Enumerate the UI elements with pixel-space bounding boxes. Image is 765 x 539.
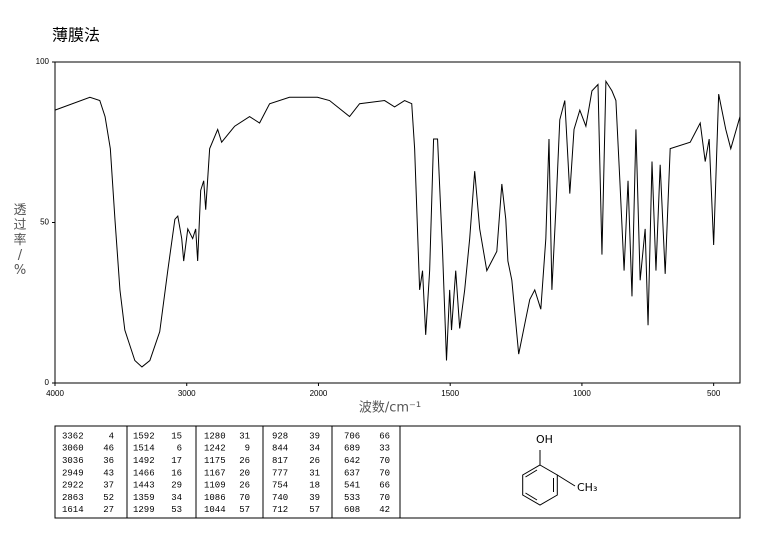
peak-transmittance: 9 [245, 444, 250, 454]
substituent-label: CH₃ [577, 481, 597, 494]
peak-transmittance: 26 [239, 456, 250, 466]
peak-transmittance: 70 [379, 493, 390, 503]
peak-wavenumber: 712 [272, 505, 288, 515]
peak-transmittance: 18 [309, 481, 320, 491]
benzene-ring [522, 450, 576, 506]
peak-wavenumber: 817 [272, 456, 288, 466]
peak-wavenumber: 1614 [62, 505, 84, 515]
peak-wavenumber: 1592 [133, 431, 155, 441]
x-axis-label: 波数/cm⁻¹ [359, 401, 421, 416]
peak-wavenumber: 1086 [204, 493, 226, 503]
peak-wavenumber: 541 [344, 481, 360, 491]
peak-wavenumber: 844 [272, 444, 288, 454]
peak-wavenumber: 777 [272, 468, 288, 478]
peak-wavenumber: 608 [344, 505, 360, 515]
page-title: 薄膜法 [52, 26, 100, 45]
peak-wavenumber: 1175 [204, 456, 226, 466]
peak-wavenumber: 1466 [133, 468, 155, 478]
peak-transmittance: 66 [379, 431, 390, 441]
peak-transmittance: 34 [309, 444, 320, 454]
peak-transmittance: 20 [239, 468, 250, 478]
peak-transmittance: 16 [171, 468, 182, 478]
peak-transmittance: 17 [171, 456, 182, 466]
peak-transmittance: 70 [379, 456, 390, 466]
peak-wavenumber: 754 [272, 481, 288, 491]
peak-wavenumber: 1443 [133, 481, 155, 491]
peak-wavenumber: 533 [344, 493, 360, 503]
peak-wavenumber: 2949 [62, 468, 84, 478]
x-tick-label: 2000 [310, 389, 328, 398]
peak-transmittance: 39 [309, 493, 320, 503]
peak-wavenumber: 1109 [204, 481, 226, 491]
peak-transmittance: 57 [239, 505, 250, 515]
peak-transmittance: 34 [171, 493, 182, 503]
peak-transmittance: 31 [309, 468, 320, 478]
peak-transmittance: 53 [171, 505, 182, 515]
x-tick-label: 1000 [573, 389, 591, 398]
plot-frame [54, 61, 741, 384]
peak-transmittance: 57 [309, 505, 320, 515]
y-tick-label: 50 [40, 218, 49, 227]
peak-transmittance: 70 [379, 468, 390, 478]
peak-wavenumber: 1167 [204, 468, 226, 478]
peak-wavenumber: 1242 [204, 444, 226, 454]
peak-transmittance: 37 [103, 481, 114, 491]
peak-transmittance: 39 [309, 431, 320, 441]
peak-transmittance: 15 [171, 431, 182, 441]
peak-transmittance: 42 [379, 505, 390, 515]
peak-wavenumber: 740 [272, 493, 288, 503]
y-tick-label: 0 [45, 378, 50, 387]
peak-wavenumber: 1514 [133, 444, 155, 454]
peak-transmittance: 70 [239, 493, 250, 503]
peak-wavenumber: 1280 [204, 431, 226, 441]
y-tick-label: 100 [36, 57, 50, 66]
peak-transmittance: 33 [379, 444, 390, 454]
peak-wavenumber: 3362 [62, 431, 84, 441]
x-tick-label: 4000 [46, 389, 64, 398]
peak-transmittance: 46 [103, 444, 114, 454]
peak-wavenumber: 642 [344, 456, 360, 466]
peak-wavenumber: 928 [272, 431, 288, 441]
peak-transmittance: 26 [239, 481, 250, 491]
peak-wavenumber: 689 [344, 444, 360, 454]
peak-wavenumber: 1359 [133, 493, 155, 503]
peak-wavenumber: 706 [344, 431, 360, 441]
peak-transmittance: 52 [103, 493, 114, 503]
peak-wavenumber: 2922 [62, 481, 84, 491]
spectrum-line [54, 79, 741, 368]
peak-wavenumber: 3036 [62, 456, 84, 466]
peak-transmittance: 4 [109, 431, 114, 441]
table-dividers [126, 426, 401, 518]
peak-wavenumber: 3060 [62, 444, 84, 454]
substituent-label: OH [536, 433, 553, 446]
peak-wavenumber: 2863 [62, 493, 84, 503]
x-tick-label: 3000 [178, 389, 196, 398]
peak-transmittance: 26 [309, 456, 320, 466]
peak-wavenumber: 1044 [204, 505, 226, 515]
peak-transmittance: 43 [103, 468, 114, 478]
peak-transmittance: 66 [379, 481, 390, 491]
peak-transmittance: 29 [171, 481, 182, 491]
peak-transmittance: 31 [239, 431, 250, 441]
x-tick-label: 1500 [441, 389, 459, 398]
peak-transmittance: 6 [177, 444, 182, 454]
peak-wavenumber: 637 [344, 468, 360, 478]
x-tick-label: 500 [707, 389, 721, 398]
peak-transmittance: 36 [103, 456, 114, 466]
peak-table-frame [54, 425, 741, 519]
peak-transmittance: 27 [103, 505, 114, 515]
peak-wavenumber: 1492 [133, 456, 155, 466]
y-axis-label: 透过率/% [13, 203, 26, 278]
peak-wavenumber: 1299 [133, 505, 155, 515]
